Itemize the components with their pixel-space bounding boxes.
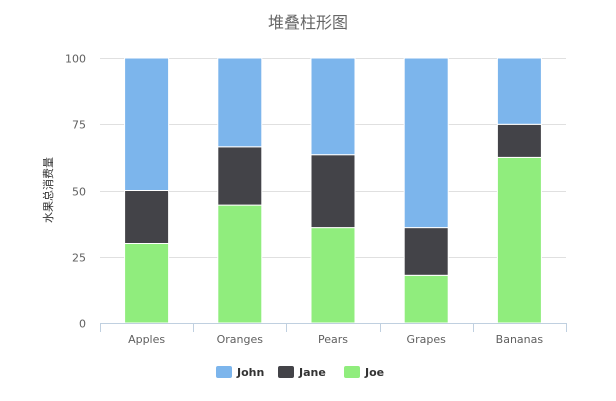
bar-jane-apples — [124, 190, 170, 244]
bar-joe-apples — [124, 243, 170, 324]
y-tick-label: 50 — [72, 186, 86, 199]
x-tick-label: Pears — [318, 333, 348, 346]
x-tick-label: Apples — [128, 333, 165, 346]
y-axis-title: 水果总消费量 — [41, 157, 55, 223]
y-tick-label: 75 — [72, 119, 86, 132]
bar-jane-grapes — [403, 227, 449, 276]
bar-john-apples — [124, 57, 170, 191]
bar-jane-pears — [310, 154, 356, 229]
bar-jane-oranges — [217, 146, 263, 206]
chart-title: 堆叠柱形图 — [268, 13, 348, 32]
y-tick-label: 0 — [79, 318, 86, 331]
bar-jane-bananas — [496, 123, 542, 158]
y-tick-label: 100 — [65, 53, 86, 66]
legend-swatch-john — [216, 366, 232, 378]
legend: John Jane Joe — [216, 366, 384, 379]
bar-john-grapes — [403, 57, 449, 229]
legend-label-jane: Jane — [298, 366, 326, 379]
bar-john-bananas — [496, 57, 542, 125]
legend-label-john: John — [236, 366, 264, 379]
bar-joe-pears — [310, 227, 356, 324]
legend-swatch-jane — [278, 366, 294, 378]
bars — [124, 57, 542, 324]
bar-joe-bananas — [496, 156, 542, 324]
y-tick-label: 25 — [72, 252, 86, 265]
legend-swatch-joe — [344, 366, 360, 378]
x-tick-label: Grapes — [407, 333, 447, 346]
y-axis-ticks: 0 25 50 75 100 — [65, 53, 86, 331]
bar-joe-oranges — [217, 204, 263, 324]
x-tick-label: Oranges — [217, 333, 264, 346]
bar-joe-grapes — [403, 274, 449, 324]
legend-label-joe: Joe — [364, 366, 384, 379]
x-axis: Apples Oranges Pears Grapes Bananas — [100, 323, 567, 346]
bar-john-oranges — [217, 57, 263, 148]
x-tick-label: Bananas — [496, 333, 544, 346]
bar-john-pears — [310, 57, 356, 156]
